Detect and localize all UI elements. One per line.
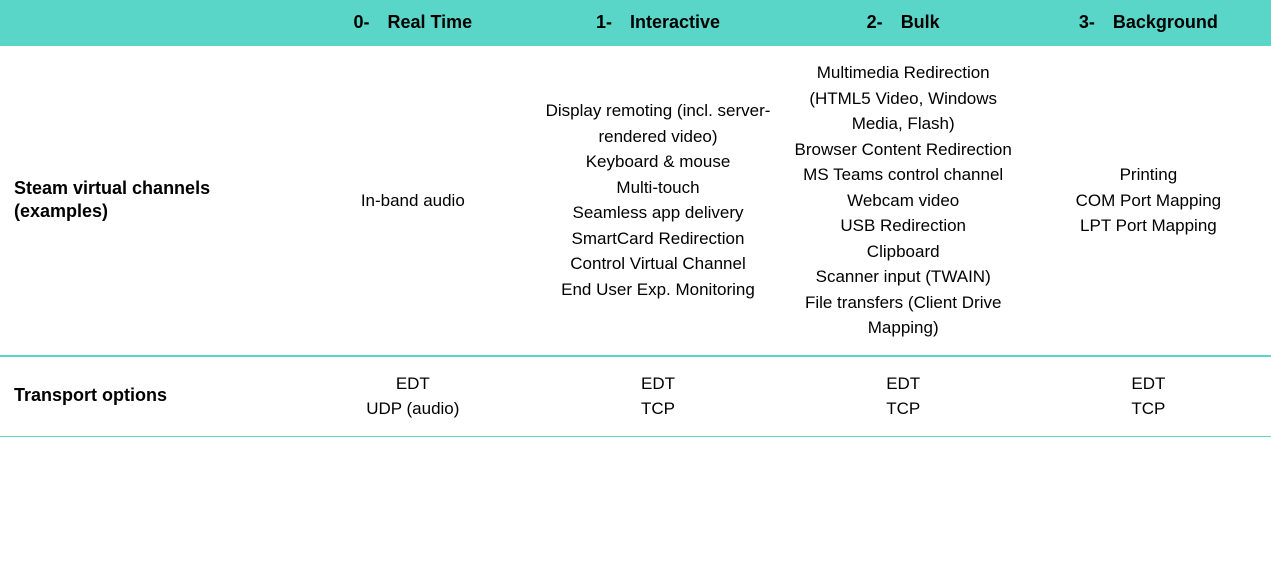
table-cell: EDTTCP <box>535 356 780 437</box>
cell-item: Clipboard <box>789 239 1018 265</box>
cell-item: TCP <box>543 396 772 422</box>
cell-item: SmartCard Redirection <box>543 226 772 252</box>
cell-item: File transfers (Client Drive Mapping) <box>789 290 1018 341</box>
column-header-label: Real Time <box>387 12 472 32</box>
table-cell: EDTTCP <box>781 356 1026 437</box>
table-cell: In-band audio <box>290 45 535 356</box>
column-header: 2- Bulk <box>781 0 1026 45</box>
cell-item: In-band audio <box>298 188 527 214</box>
column-header-number: 1- <box>596 12 612 33</box>
cell-item: Webcam video <box>789 188 1018 214</box>
cell-item: Scanner input (TWAIN) <box>789 264 1018 290</box>
cell-item: COM Port Mapping <box>1034 188 1263 214</box>
cell-item: Multimedia Redirection (HTML5 Video, Win… <box>789 60 1018 137</box>
cell-item: MS Teams control channel <box>789 162 1018 188</box>
cell-item: Printing <box>1034 162 1263 188</box>
column-header-label: Interactive <box>630 12 720 32</box>
cell-item: TCP <box>1034 396 1263 422</box>
column-header-label: Background <box>1113 12 1218 32</box>
column-header: 3- Background <box>1026 0 1271 45</box>
table-cell: Display remoting (incl. server-rendered … <box>535 45 780 356</box>
column-header-number: 3- <box>1079 12 1095 33</box>
cell-item: EDT <box>543 371 772 397</box>
cell-item: Multi-touch <box>543 175 772 201</box>
cell-item: EDT <box>789 371 1018 397</box>
cell-item: LPT Port Mapping <box>1034 213 1263 239</box>
table-cell: PrintingCOM Port MappingLPT Port Mapping <box>1026 45 1271 356</box>
table-body: Steam virtual channels (examples) In-band… <box>0 45 1271 437</box>
column-header-label: Bulk <box>901 12 940 32</box>
table-cell: Multimedia Redirection (HTML5 Video, Win… <box>781 45 1026 356</box>
cell-item: End User Exp. Monitoring <box>543 277 772 303</box>
cell-item: Control Virtual Channel <box>543 251 772 277</box>
cell-item: UDP (audio) <box>298 396 527 422</box>
priority-table: 0- Real Time 1- Interactive 2- Bulk 3- Backgrou… <box>0 0 1271 437</box>
cell-item: Keyboard & mouse <box>543 149 772 175</box>
table-cell: EDTUDP (audio) <box>290 356 535 437</box>
cell-item: TCP <box>789 396 1018 422</box>
row-label: Steam virtual channels (examples) <box>0 45 290 356</box>
header-row: 0- Real Time 1- Interactive 2- Bulk 3- Backgrou… <box>0 0 1271 45</box>
table-wrapper: 0- Real Time 1- Interactive 2- Bulk 3- Backgrou… <box>0 0 1271 437</box>
table-row: Steam virtual channels (examples) In-band… <box>0 45 1271 356</box>
row-label: Transport options <box>0 356 290 437</box>
cell-item: USB Redirection <box>789 213 1018 239</box>
header-blank <box>0 0 290 45</box>
column-header: 1- Interactive <box>535 0 780 45</box>
cell-item: EDT <box>298 371 527 397</box>
table-cell: EDTTCP <box>1026 356 1271 437</box>
cell-item: EDT <box>1034 371 1263 397</box>
column-header: 0- Real Time <box>290 0 535 45</box>
cell-item: Browser Content Redirection <box>789 137 1018 163</box>
cell-item: Seamless app delivery <box>543 200 772 226</box>
column-header-number: 0- <box>353 12 369 33</box>
table-row: Transport optionsEDTUDP (audio)EDTTCPEDT… <box>0 356 1271 437</box>
column-header-number: 2- <box>867 12 883 33</box>
cell-item: Display remoting (incl. server-rendered … <box>543 98 772 149</box>
